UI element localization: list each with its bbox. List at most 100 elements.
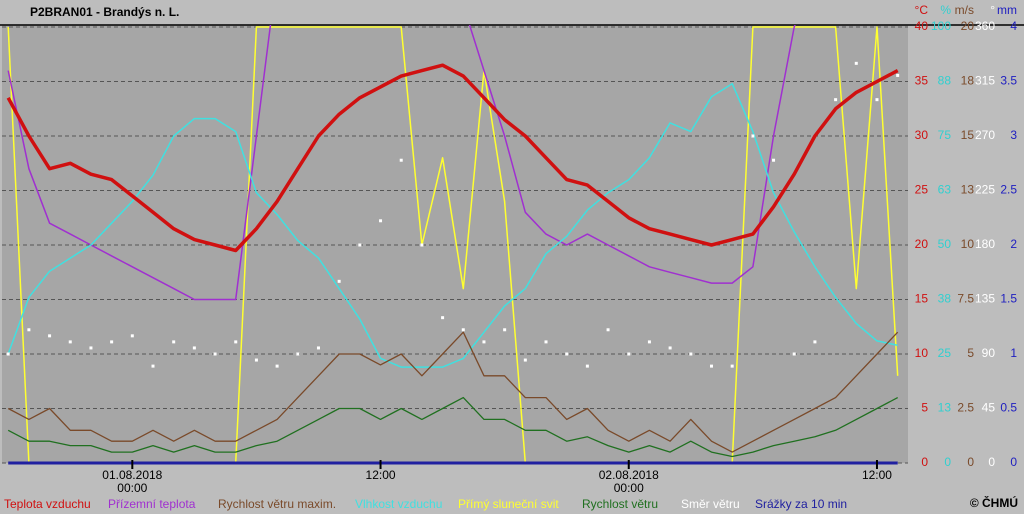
series-dot	[151, 364, 155, 368]
y-tick-label: 0.5	[1000, 401, 1017, 415]
series-dot	[275, 364, 279, 368]
series-dot	[875, 98, 879, 102]
y-tick-label: 50	[938, 237, 952, 251]
y-tick-label: 2.5	[1000, 183, 1017, 197]
y-tick-label: 180	[975, 237, 995, 251]
plot-area	[2, 25, 908, 463]
axis-unit: °C	[915, 3, 929, 17]
y-tick-label: 3	[1010, 128, 1017, 142]
series-dot	[668, 346, 672, 350]
axis-unit: °	[990, 3, 995, 17]
y-tick-label: 13	[938, 401, 952, 415]
y-tick-label: 38	[938, 292, 952, 306]
series-dot	[48, 334, 52, 338]
y-tick-label: 15	[961, 128, 975, 142]
series-dot	[192, 346, 196, 350]
series-dot	[730, 364, 734, 368]
series-dot	[316, 346, 320, 350]
y-tick-label: 15	[915, 292, 929, 306]
series-dot	[358, 243, 362, 247]
y-tick-label: 5	[921, 401, 928, 415]
series-dot	[420, 243, 424, 247]
series-dot	[89, 346, 93, 350]
y-tick-label: 270	[975, 128, 995, 142]
series-dot	[130, 334, 134, 338]
series-dot	[296, 352, 300, 356]
y-tick-label: 2.5	[957, 401, 974, 415]
y-tick-label: 4	[1010, 19, 1017, 33]
series-dot	[834, 98, 838, 102]
y-tick-label: 88	[938, 74, 952, 88]
y-tick-label: 100	[931, 19, 951, 33]
axis-unit: mm	[997, 3, 1017, 17]
x-tick-label: 12:00	[862, 468, 892, 482]
series-dot	[813, 340, 817, 344]
y-tick-label: 7.5	[957, 292, 974, 306]
axis-unit: %	[940, 3, 951, 17]
y-tick-label: 35	[915, 74, 929, 88]
series-dot	[854, 61, 858, 65]
series-dot	[606, 328, 610, 332]
x-tick-label: 01.08.2018 00:00	[102, 468, 162, 495]
series-dot	[896, 73, 900, 77]
y-tick-label: 10	[961, 237, 975, 251]
series-dot	[441, 316, 445, 320]
x-tick-label: 02.08.2018 00:00	[599, 468, 659, 495]
series-dot	[689, 352, 693, 356]
series-dot	[544, 340, 548, 344]
y-tick-label: 45	[982, 401, 996, 415]
series-dot	[254, 358, 258, 362]
y-tick-label: 75	[938, 128, 952, 142]
series-dot	[565, 352, 569, 356]
legend-entry: Vlhkost vzduchu	[355, 497, 442, 511]
series-dot	[172, 340, 176, 344]
legend-entry: Teplota vzduchu	[4, 497, 91, 511]
copyright: © ČHMÚ	[970, 495, 1018, 510]
series-dot	[27, 328, 31, 332]
series-dot	[6, 352, 10, 356]
series-line	[7, 396, 899, 458]
series-dot	[68, 340, 72, 344]
y-tick-label: 360	[975, 19, 995, 33]
series-dot	[772, 158, 776, 162]
y-tick-label: 13	[961, 183, 975, 197]
axis-unit: m/s	[955, 3, 974, 17]
series-dot	[234, 340, 238, 344]
y-tick-label: 0	[967, 455, 974, 469]
series-dot	[627, 352, 631, 356]
y-tick-label: 0	[988, 455, 995, 469]
series-dot	[110, 340, 114, 344]
series-dot	[461, 328, 465, 332]
series-line	[7, 25, 796, 301]
y-tick-label: 40	[915, 19, 929, 33]
series-dot	[503, 328, 507, 332]
y-tick-label: 3.5	[1000, 74, 1017, 88]
y-tick-label: 225	[975, 183, 995, 197]
series-dot	[523, 358, 527, 362]
y-tick-label: 135	[975, 292, 995, 306]
series-dot	[213, 352, 217, 356]
chart-title: P2BRAN01 - Brandýs n. L.	[30, 5, 179, 19]
legend-entry: Rychlost větru	[582, 497, 658, 511]
series-dot	[709, 364, 713, 368]
legend-entry: Rychlost větru maxim.	[218, 497, 336, 511]
y-tick-label: 0	[1010, 455, 1017, 469]
y-tick-label: 90	[982, 346, 996, 360]
y-tick-label: 5	[967, 346, 974, 360]
series-dot	[751, 134, 755, 138]
series-dot	[647, 340, 651, 344]
y-tick-label: 20	[961, 19, 975, 33]
series-dot	[399, 158, 403, 162]
y-tick-label: 1	[1010, 346, 1017, 360]
y-tick-label: 0	[944, 455, 951, 469]
series-layer	[6, 25, 900, 465]
series-dot	[482, 340, 486, 344]
y-tick-label: 30	[915, 128, 929, 142]
series-dot	[379, 219, 383, 223]
y-tick-label: 18	[961, 74, 975, 88]
x-tick-label: 12:00	[366, 468, 396, 482]
y-tick-label: 315	[975, 74, 995, 88]
series-dot	[337, 279, 341, 283]
